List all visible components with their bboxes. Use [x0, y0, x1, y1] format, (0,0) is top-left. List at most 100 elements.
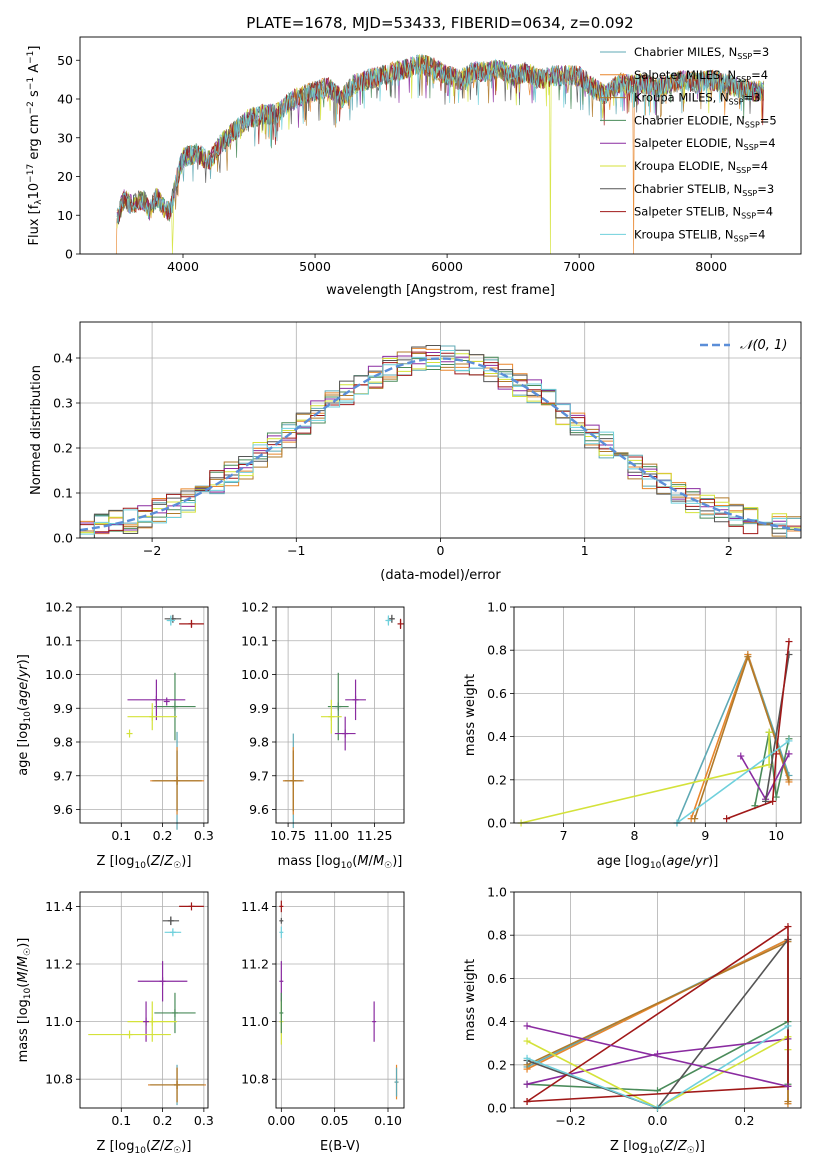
- y-tick-label: 11.0: [45, 1014, 73, 1029]
- x-tick-label: 9: [701, 828, 709, 843]
- label-part: (: [16, 706, 31, 711]
- y-tick-label: 30: [57, 130, 73, 145]
- errorbar-point: [137, 961, 188, 1002]
- label-part: Z: [677, 1139, 688, 1154]
- label-part: 10: [648, 1146, 660, 1156]
- x-tick-label: 7000: [563, 259, 595, 274]
- y-tick-label: 0.4: [53, 351, 73, 366]
- legend-entry: Salpeter STELIB, NSSP=4: [634, 205, 773, 221]
- y-axis-label: Normed distribution: [29, 365, 44, 495]
- label-part: ]: [27, 46, 42, 51]
- label-part: age: [16, 682, 31, 706]
- errorbar-point: [150, 1067, 204, 1103]
- label-part: λ: [34, 199, 44, 205]
- x-axis-label: mass [log10(M/M☉)]: [278, 854, 403, 871]
- x-axis-label: Z [log10(Z/Z☉)]: [610, 1139, 705, 1156]
- x-axis-label: E(B-V): [320, 1139, 360, 1154]
- errorbar-point: [345, 679, 366, 721]
- y-tick-label: 0.4: [487, 1014, 507, 1029]
- legend-sub: SSP: [736, 166, 751, 175]
- errorbar-point: [164, 928, 182, 937]
- errorbar-point: [284, 750, 302, 812]
- y-tick-label: 0.2: [487, 1057, 507, 1072]
- x-tick-label: 1: [581, 543, 589, 558]
- normal-reference-curve: [79, 357, 802, 532]
- x-tick-label: 0: [437, 543, 445, 558]
- label-part: 10: [650, 861, 662, 871]
- errorbar-point: [397, 618, 404, 629]
- label-part: Z [log: [97, 854, 135, 869]
- x-tick-label: 10.75: [270, 828, 306, 843]
- x-tick-label: 5000: [299, 259, 331, 274]
- label-part: M: [357, 854, 368, 869]
- y-tick-label: 0.0: [53, 531, 73, 546]
- legend-count: =5: [760, 113, 777, 127]
- legend-entry: Kroupa MILES, NSSP=3: [634, 91, 760, 107]
- x-axis-label: Z [log10(Z/Z☉)]: [97, 1139, 192, 1156]
- legend-entry: Kroupa STELIB, NSSP=4: [634, 227, 765, 243]
- y-tick-label: 10.0: [45, 667, 73, 682]
- label-part: /: [369, 854, 374, 869]
- legend-series-name: Chabrier MILES, N: [634, 45, 737, 59]
- legend-entry: 𝒩(0, 1): [740, 338, 787, 353]
- x-tick-label: 0.3: [194, 1113, 214, 1128]
- legend-sub: SSP: [744, 143, 759, 152]
- errorbar-point: [88, 1030, 171, 1039]
- y-axis-label: mass weight: [463, 959, 478, 1041]
- errorbar-point: [388, 614, 395, 623]
- label-part: 10: [27, 183, 42, 200]
- label-part: Z: [664, 1139, 675, 1154]
- y-tick-label: 10.2: [45, 600, 73, 615]
- label-part: (: [146, 854, 151, 869]
- label-part: ☉: [23, 948, 33, 956]
- weight-line-salpeter-elodie: [523, 1022, 792, 1090]
- spectrum-line-salpeter-stelib: [116, 55, 764, 222]
- axes-frame: [513, 606, 802, 824]
- legend-series-name: Salpeter MILES, N: [634, 68, 736, 82]
- errorbar-point: [179, 902, 204, 911]
- legend-entry: Salpeter ELODIE, NSSP=4: [634, 136, 776, 152]
- y-axis-label: mass [log10(M/M☉)]: [16, 938, 33, 1063]
- spectrum-line-kroupa-stelib: [116, 56, 764, 223]
- label-part: Z: [163, 1139, 174, 1154]
- legend-series-name: Kroupa ELODIE, N: [634, 159, 736, 173]
- x-tick-label: 0.2: [153, 1113, 173, 1128]
- y-tick-label: 0.6: [487, 971, 507, 986]
- legend-count: =3: [757, 182, 774, 196]
- legend-sub: SSP: [742, 189, 757, 198]
- y-tick-label: 11.0: [241, 1014, 269, 1029]
- x-tick-label: 2: [725, 543, 733, 558]
- label-part: Z: [150, 854, 161, 869]
- label-part: Z: [150, 1139, 161, 1154]
- y-tick-label: 0.4: [487, 729, 507, 744]
- label-part: )]: [16, 654, 31, 664]
- y-tick-label: 10.0: [241, 667, 269, 682]
- y-tick-label: 0.2: [53, 441, 73, 456]
- age-vs-Z-panel: 0.1 0.2 0.39.69.79.89.910.010.110.2Z [log1…: [16, 600, 214, 872]
- x-axis-label: (data-model)/error: [380, 568, 501, 583]
- axes-frame: [79, 891, 209, 1109]
- y-tick-label: 10.1: [45, 633, 73, 648]
- label-part: mass [log: [278, 854, 341, 869]
- legend-sub: SSP: [729, 98, 744, 107]
- x-axis-label: wavelength [Angstrom, rest frame]: [326, 283, 555, 298]
- y-tick-label: 10.1: [241, 633, 269, 648]
- label-part: −1: [26, 77, 36, 90]
- x-tick-label: −1: [287, 543, 305, 558]
- x-tick-label: 6000: [431, 259, 463, 274]
- errorbar-point: [372, 1001, 377, 1042]
- x-tick-label: 11.00: [313, 828, 349, 843]
- errorbar-point: [179, 619, 204, 628]
- y-tick-label: 10.8: [241, 1072, 269, 1087]
- y-tick-label: 0.2: [487, 772, 507, 787]
- label-part: (: [661, 854, 666, 869]
- legend-entry: Chabrier ELODIE, NSSP=5: [634, 113, 777, 129]
- y-tick-label: 9.8: [53, 735, 73, 750]
- legend-sub: SSP: [737, 52, 752, 61]
- label-part: erg cm: [27, 114, 42, 163]
- errorbar-point: [152, 750, 202, 812]
- label-part: /: [160, 1139, 165, 1154]
- axes-frame: [79, 321, 802, 539]
- y-tick-label: 0.1: [53, 486, 73, 501]
